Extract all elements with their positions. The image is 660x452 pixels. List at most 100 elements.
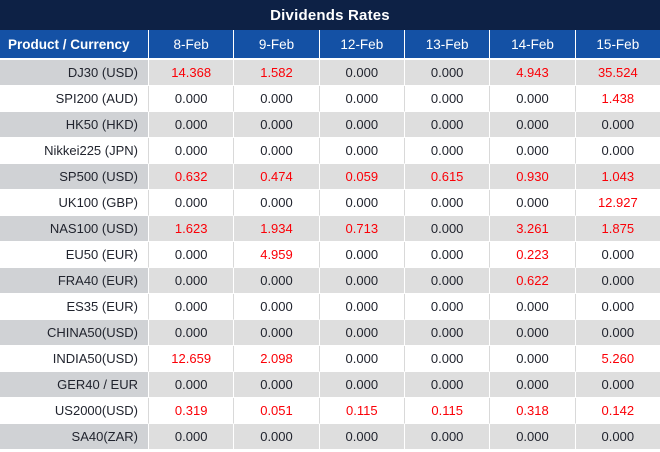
value-cell: 0.713 bbox=[318, 216, 404, 242]
value-cell: 0.000 bbox=[489, 372, 575, 398]
value-cell: 0.000 bbox=[489, 320, 575, 346]
value-cell: 0.000 bbox=[318, 60, 404, 86]
header-row: Product / Currency 8-Feb 9-Feb 12-Feb 13… bbox=[0, 30, 660, 60]
product-cell: HK50 (HKD) bbox=[0, 112, 148, 138]
value-cell: 0.000 bbox=[489, 138, 575, 164]
value-cell: 0.474 bbox=[233, 164, 319, 190]
page-title: Dividends Rates bbox=[270, 6, 390, 24]
value-cell: 0.318 bbox=[489, 398, 575, 424]
value-cell: 0.000 bbox=[318, 242, 404, 268]
value-cell: 5.260 bbox=[574, 346, 660, 372]
product-cell: FRA40 (EUR) bbox=[0, 268, 148, 294]
table-row: DJ30 (USD) 14.368 1.582 0.000 0.000 4.943 35.5… bbox=[0, 60, 660, 86]
value-cell: 0.000 bbox=[403, 346, 490, 372]
value-cell: 1.438 bbox=[574, 86, 660, 112]
value-cell: 0.000 bbox=[403, 60, 490, 86]
value-cell: 12.659 bbox=[148, 346, 234, 372]
value-cell: 0.000 bbox=[318, 346, 404, 372]
value-cell: 0.000 bbox=[403, 86, 490, 112]
value-cell: 0.000 bbox=[148, 86, 234, 112]
value-cell: 0.000 bbox=[403, 112, 490, 138]
value-cell: 0.632 bbox=[148, 164, 234, 190]
value-cell: 0.000 bbox=[403, 216, 490, 242]
value-cell: 0.000 bbox=[233, 138, 319, 164]
value-cell: 0.000 bbox=[403, 268, 490, 294]
table-row: UK100 (GBP) 0.000 0.000 0.000 0.000 0.000 12.9… bbox=[0, 190, 660, 216]
value-cell: 1.623 bbox=[148, 216, 234, 242]
table-row: FRA40 (EUR) 0.000 0.000 0.000 0.000 0.622 0.00… bbox=[0, 268, 660, 294]
table-row: Nikkei225 (JPN) 0.000 0.000 0.000 0.000 0.000… bbox=[0, 138, 660, 164]
value-cell: 0.000 bbox=[148, 112, 234, 138]
value-cell: 0.000 bbox=[574, 242, 660, 268]
value-cell: 0.000 bbox=[233, 294, 319, 320]
table-row: US2000(USD) 0.319 0.051 0.115 0.115 0.318 0.14… bbox=[0, 398, 660, 424]
product-cell: SA40(ZAR) bbox=[0, 424, 148, 450]
value-cell: 0.223 bbox=[489, 242, 575, 268]
product-cell: Nikkei225 (JPN) bbox=[0, 138, 148, 164]
value-cell: 0.000 bbox=[574, 372, 660, 398]
value-cell: 1.043 bbox=[574, 164, 660, 190]
value-cell: 0.930 bbox=[489, 164, 575, 190]
value-cell: 0.000 bbox=[318, 86, 404, 112]
value-cell: 0.000 bbox=[148, 424, 234, 450]
value-cell: 0.000 bbox=[233, 190, 319, 216]
value-cell: 35.524 bbox=[574, 60, 660, 86]
table-row: GER40 / EUR 0.000 0.000 0.000 0.000 0.000 0.00… bbox=[0, 372, 660, 398]
product-cell: INDIA50(USD) bbox=[0, 346, 148, 372]
value-cell: 0.000 bbox=[489, 424, 575, 450]
value-cell: 0.000 bbox=[489, 190, 575, 216]
title-bar: Dividends Rates bbox=[0, 0, 660, 30]
value-cell: 0.000 bbox=[403, 372, 490, 398]
product-cell: DJ30 (USD) bbox=[0, 60, 148, 86]
table-row: INDIA50(USD) 12.659 2.098 0.000 0.000 0.000 5.… bbox=[0, 346, 660, 372]
value-cell: 1.875 bbox=[574, 216, 660, 242]
value-cell: 12.927 bbox=[574, 190, 660, 216]
value-cell: 0.000 bbox=[574, 320, 660, 346]
value-cell: 0.000 bbox=[318, 268, 404, 294]
value-cell: 0.000 bbox=[403, 242, 490, 268]
value-cell: 0.000 bbox=[148, 294, 234, 320]
value-cell: 0.059 bbox=[318, 164, 404, 190]
value-cell: 3.261 bbox=[489, 216, 575, 242]
table-row: NAS100 (USD) 1.623 1.934 0.713 0.000 3.261 1.8… bbox=[0, 216, 660, 242]
column-header-date-2: 9-Feb bbox=[233, 30, 319, 60]
value-cell: 0.000 bbox=[403, 294, 490, 320]
value-cell: 1.582 bbox=[233, 60, 319, 86]
value-cell: 0.000 bbox=[233, 372, 319, 398]
table-header: Product / Currency 8-Feb 9-Feb 12-Feb 13… bbox=[0, 30, 660, 60]
table-row: SA40(ZAR) 0.000 0.000 0.000 0.000 0.000 0.000 bbox=[0, 424, 660, 450]
table-row: EU50 (EUR) 0.000 4.959 0.000 0.000 0.223 0.000 bbox=[0, 242, 660, 268]
value-cell: 0.000 bbox=[233, 86, 319, 112]
value-cell: 0.000 bbox=[574, 294, 660, 320]
column-header-date-6: 15-Feb bbox=[574, 30, 660, 60]
value-cell: 0.000 bbox=[574, 424, 660, 450]
value-cell: 0.000 bbox=[233, 268, 319, 294]
column-header-product: Product / Currency bbox=[0, 30, 148, 60]
value-cell: 0.000 bbox=[489, 112, 575, 138]
value-cell: 0.000 bbox=[148, 372, 234, 398]
column-header-date-5: 14-Feb bbox=[489, 30, 575, 60]
product-cell: US2000(USD) bbox=[0, 398, 148, 424]
value-cell: 0.000 bbox=[233, 112, 319, 138]
value-cell: 0.000 bbox=[489, 86, 575, 112]
table-row: SPI200 (AUD) 0.000 0.000 0.000 0.000 0.000 1.4… bbox=[0, 86, 660, 112]
value-cell: 0.000 bbox=[489, 346, 575, 372]
value-cell: 0.615 bbox=[403, 164, 490, 190]
value-cell: 0.000 bbox=[148, 268, 234, 294]
table-row: ES35 (EUR) 0.000 0.000 0.000 0.000 0.000 0.000 bbox=[0, 294, 660, 320]
value-cell: 0.000 bbox=[574, 138, 660, 164]
value-cell: 0.000 bbox=[403, 190, 490, 216]
product-cell: CHINA50(USD) bbox=[0, 320, 148, 346]
value-cell: 0.115 bbox=[318, 398, 404, 424]
value-cell: 14.368 bbox=[148, 60, 234, 86]
value-cell: 4.943 bbox=[489, 60, 575, 86]
column-header-date-4: 13-Feb bbox=[403, 30, 490, 60]
table-body: DJ30 (USD) 14.368 1.582 0.000 0.000 4.943 35.5… bbox=[0, 60, 660, 450]
table-row: CHINA50(USD) 0.000 0.000 0.000 0.000 0.000 0.0… bbox=[0, 320, 660, 346]
value-cell: 0.000 bbox=[403, 138, 490, 164]
value-cell: 0.000 bbox=[318, 320, 404, 346]
value-cell: 0.000 bbox=[148, 190, 234, 216]
product-cell: EU50 (EUR) bbox=[0, 242, 148, 268]
value-cell: 4.959 bbox=[233, 242, 319, 268]
